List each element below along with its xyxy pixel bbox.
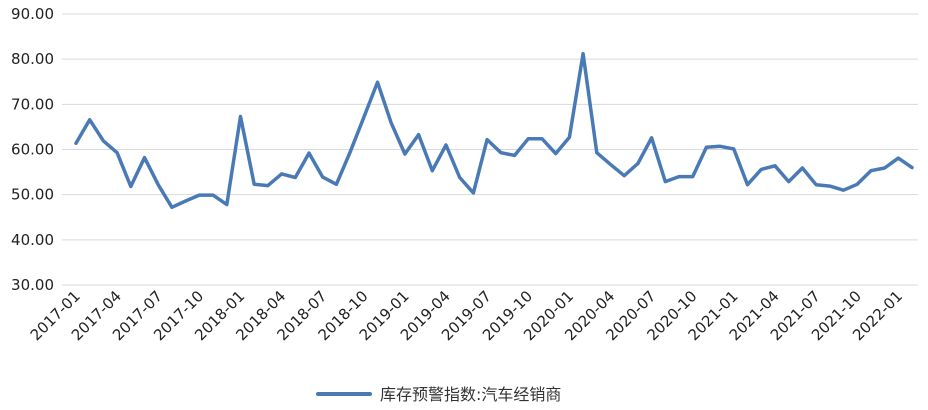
series-line <box>74 51 914 210</box>
y-tick-label: 70.00 <box>11 95 54 113</box>
grid-lines <box>62 13 918 286</box>
series-layer <box>74 51 914 210</box>
y-tick-label: 60.00 <box>11 141 54 159</box>
y-tick-label: 40.00 <box>11 231 54 249</box>
y-tick-label: 50.00 <box>11 186 54 204</box>
y-tick-label: 80.00 <box>11 50 54 68</box>
legend-label: 库存预警指数:汽车经销商 <box>380 385 561 404</box>
y-tick-label: 90.00 <box>11 5 54 23</box>
legend: 库存预警指数:汽车经销商 <box>316 385 561 404</box>
y-axis-ticks: 30.00 40.00 50.00 60.00 70.00 80.00 90.00 <box>11 5 54 294</box>
y-tick-label: 30.00 <box>11 276 54 294</box>
x-axis-ticks: 2017-012017-042017-072017-102018-012018-… <box>27 287 906 344</box>
